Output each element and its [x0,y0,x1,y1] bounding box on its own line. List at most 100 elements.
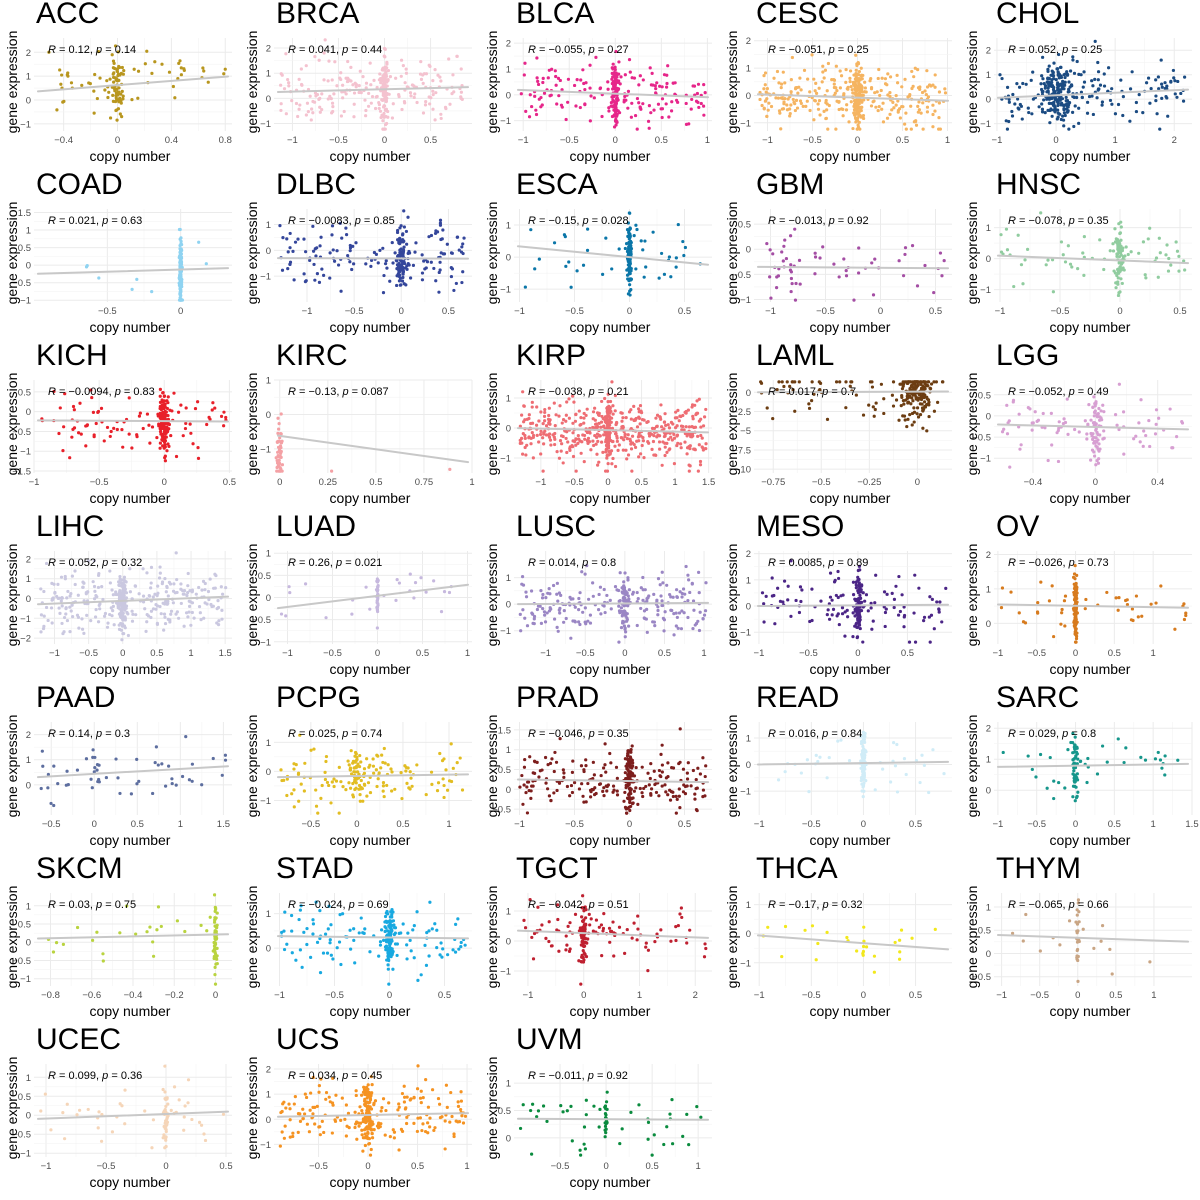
x-tick-label: 1 [1151,648,1156,659]
scatter-point [1148,101,1152,105]
scatter-point [553,424,557,428]
scatter-point [628,283,632,287]
scatter-point [1119,78,1123,82]
y-tick-label: −1 [260,119,271,130]
scatter-point [1093,39,1097,43]
scatter-point [287,585,291,589]
scatter-point [673,426,678,430]
r-value: 0.26 [308,557,330,569]
scatter-point [767,101,771,105]
scatter-point [923,263,927,268]
scatter-point [369,83,373,87]
scatter-point [205,422,209,427]
scatter-point [1092,414,1096,418]
scatter-point [614,71,618,75]
scatter-point [629,250,633,255]
y-tick-label: 1.5 [18,208,31,219]
scatter-point [352,115,356,119]
scatter-point [821,70,825,74]
scatter-point [894,398,899,402]
p-value: 0.83 [133,386,155,398]
scatter-point [521,390,525,394]
scatter-point [119,621,123,626]
scatter-point [339,114,344,118]
scatter-point [384,259,388,263]
scatter-point [568,448,572,452]
scatter-point [873,91,877,95]
x-tick-label: −0.5 [323,648,342,659]
scatter-point [1016,233,1020,237]
correlation-annotation: R = 0.014, p = 0.8 [528,557,617,569]
panel-lgg: −0.4 0 0.4 −1 −0.5 0 0.5 LGG gene expression copy… [960,339,1200,513]
scatter-point [804,104,808,108]
scatter-point [574,104,578,108]
scatter-point [92,584,97,589]
scatter-point [549,93,553,97]
scatter-point [529,228,533,232]
scatter-point [614,97,619,101]
scatter-point [547,435,552,439]
scatter-point [222,72,226,76]
scatter-point [652,426,657,431]
data-points [758,53,948,131]
scatter-point [391,102,395,106]
scatter-point [559,449,563,453]
scatter-point [632,404,636,408]
scatter-point [560,88,564,92]
scatter-point [922,394,926,398]
scatter-point [541,422,545,426]
scatter-point [678,590,682,594]
scatter-point [776,586,780,590]
correlation-annotation: R = −0.0083, p = 0.85 [288,215,395,227]
regression-line [276,86,470,93]
scatter-point [384,107,388,111]
scatter-point [401,254,405,258]
scatter-point [1117,382,1121,386]
scatter-point [62,425,66,429]
scatter-point [629,115,633,119]
scatter-point [1021,282,1025,286]
scatter-point [451,73,455,77]
scatter-point [556,76,561,80]
scatter-point [520,413,524,417]
scatter-point [298,103,302,107]
scatter-point [780,82,784,86]
scatter-point [813,255,818,259]
scatter-point [175,610,179,614]
scatter-point [583,103,587,107]
scatter-point [167,70,172,74]
scatter-point [864,90,868,94]
plot-area: −1 −0.5 0 0.5−101 [980,209,1192,317]
scatter-point [455,235,460,239]
scatter-point [113,76,117,80]
scatter-point [188,589,192,593]
scatter-point [340,236,344,240]
scatter-point [574,437,578,441]
scatter-point [793,409,797,413]
scatter-point [925,395,929,399]
scatter-point [1091,84,1095,88]
scatter-point [527,115,532,119]
scatter-point [541,469,545,473]
scatter-point [774,286,779,290]
scatter-point [98,76,102,80]
scatter-point [534,423,539,427]
scatter-point [931,112,935,117]
scatter-point [1102,84,1107,88]
scatter-point [433,67,437,72]
scatter-point [608,451,612,455]
scatter-point [1059,240,1064,244]
scatter-point [775,275,779,279]
scatter-point [163,445,167,449]
scatter-point [351,83,355,87]
scatter-point [656,608,660,613]
scatter-point [618,571,622,575]
y-tick-label: −0.5 [732,270,751,281]
scatter-point [397,262,401,266]
scatter-point [1112,269,1116,273]
scatter-point [364,86,368,90]
scatter-point [328,94,332,98]
scatter-point [130,287,134,292]
scatter-point [676,222,680,227]
x-tick-label: 0.5 [369,477,382,488]
